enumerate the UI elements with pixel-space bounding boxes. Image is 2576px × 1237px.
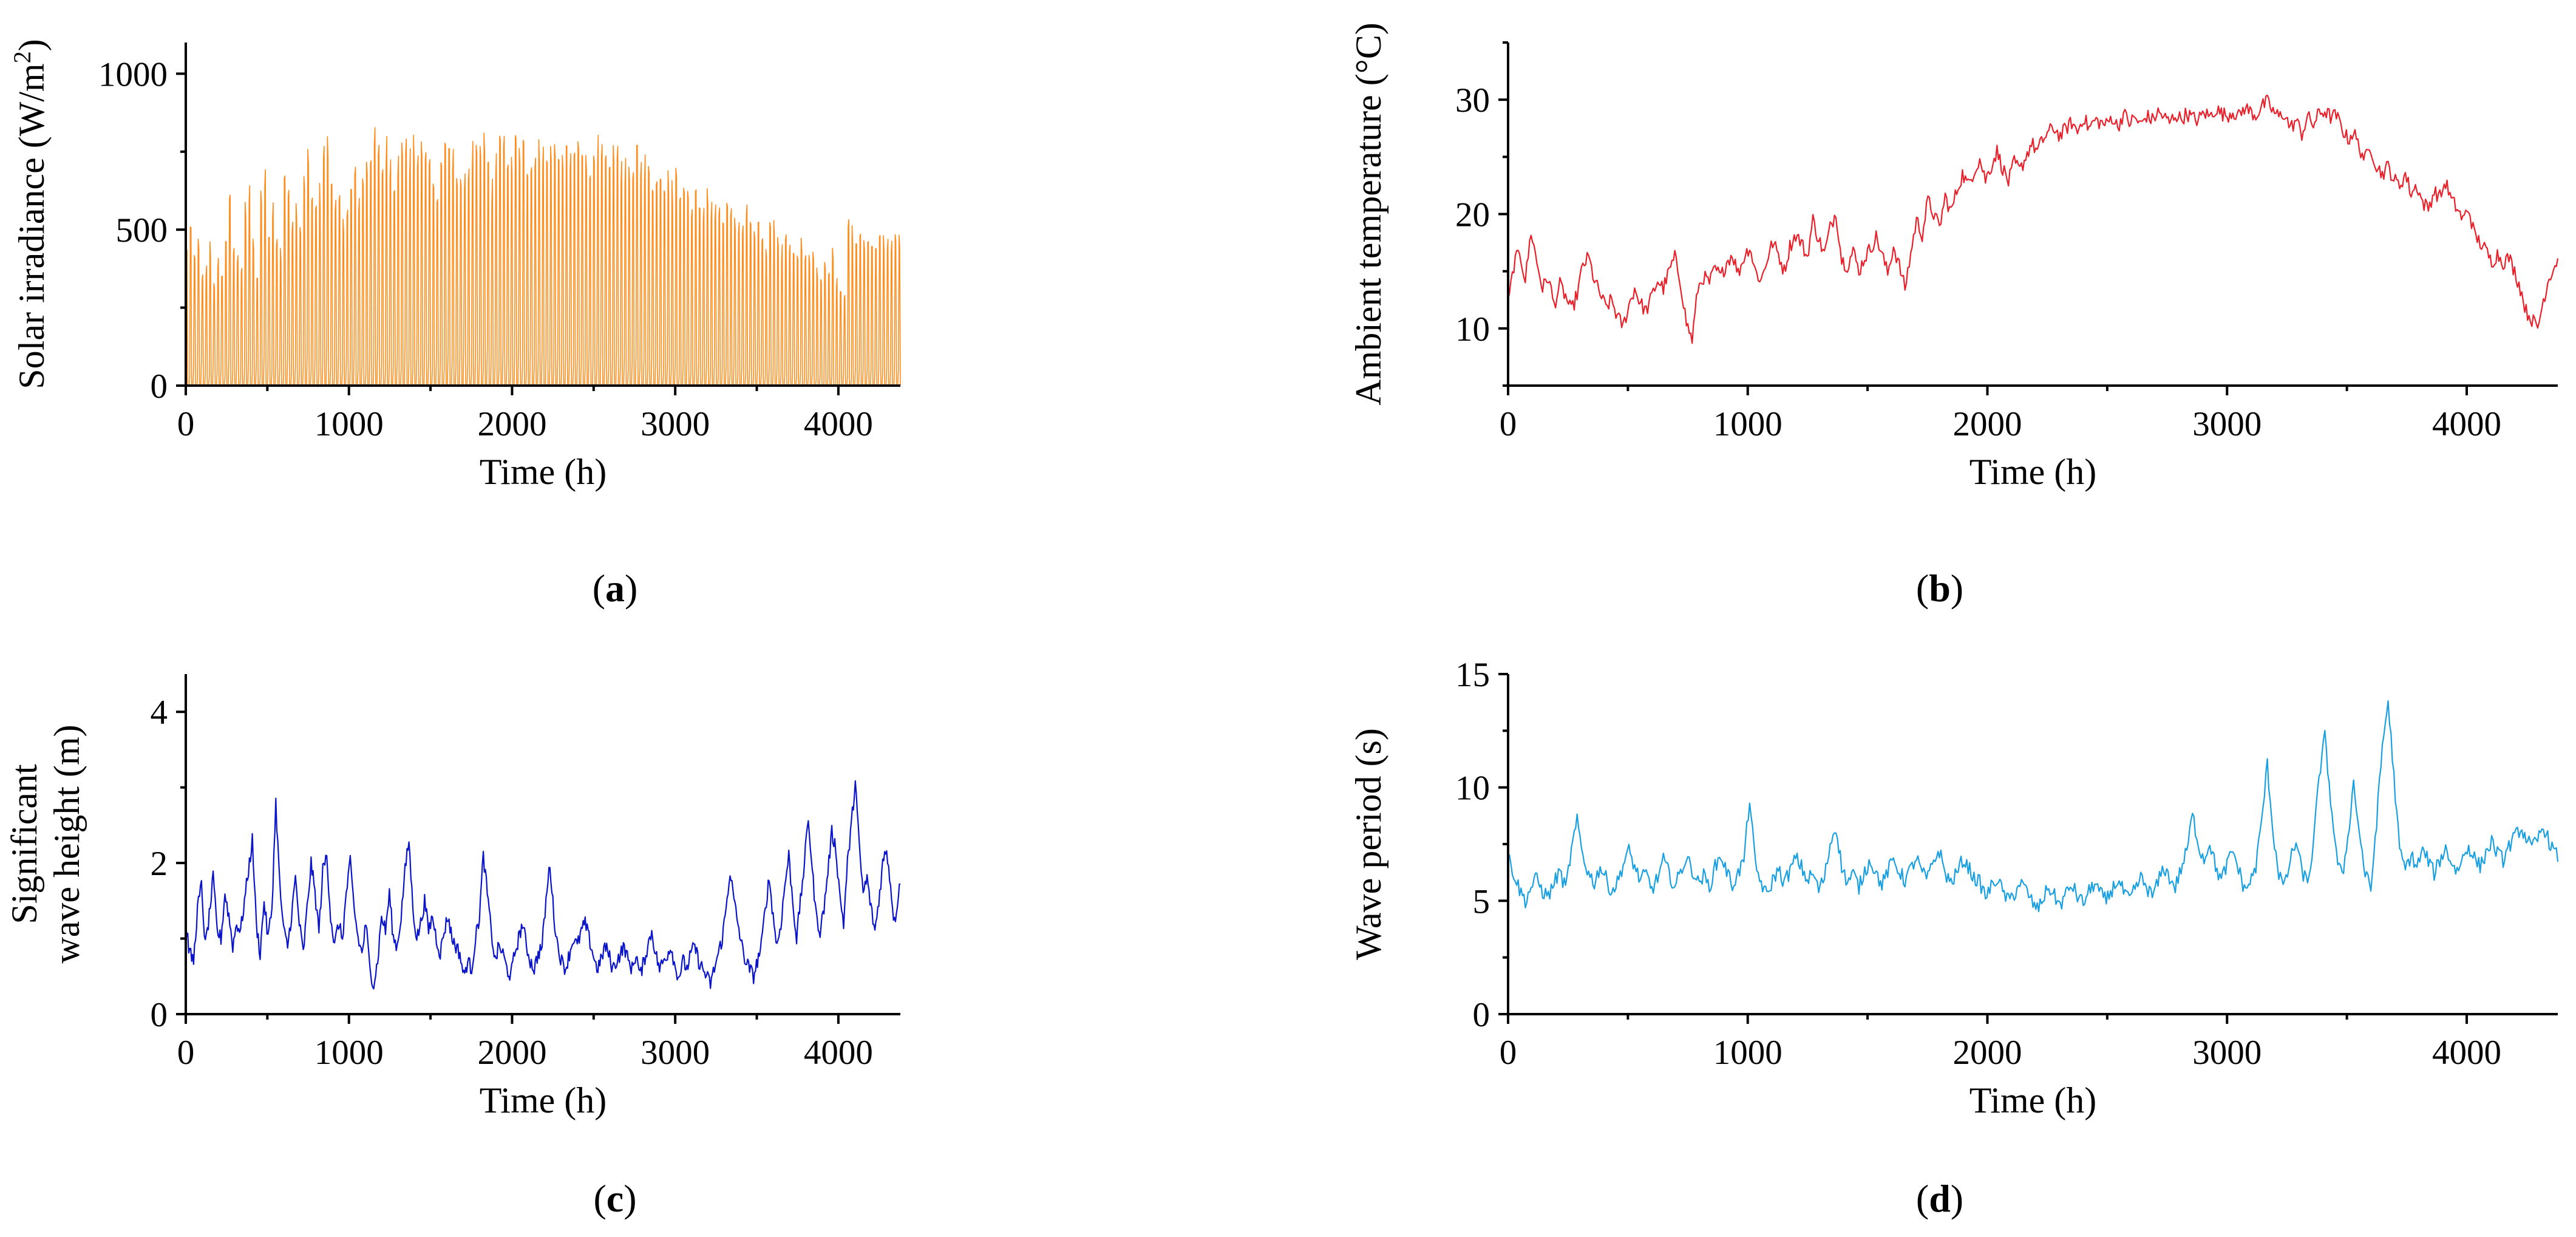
x-axis-label-c: Time (h) — [480, 1080, 607, 1120]
x-axis-label-d: Time (h) — [1969, 1080, 2096, 1120]
y-axis-label-c: Significant — [4, 764, 44, 924]
panel-caption-a: (a) — [593, 567, 638, 610]
y-axis-label-d: Wave period (s) — [1348, 728, 1388, 960]
y-tick-label-d: 10 — [1455, 769, 1490, 808]
x-tick-label-a: 3000 — [641, 405, 710, 443]
x-tick-label-d: 3000 — [2192, 1034, 2262, 1072]
y-tick-label-b: 30 — [1455, 81, 1490, 120]
x-tick-label-c: 1000 — [314, 1034, 384, 1072]
series-line-a — [185, 127, 901, 386]
x-tick-label-c: 0 — [177, 1034, 195, 1072]
y-tick-label-c: 0 — [151, 996, 168, 1034]
panel-caption-d: (d) — [1916, 1177, 1963, 1220]
panel-caption-b: (b) — [1916, 567, 1963, 610]
y-axis-label-a: Solar irradiance (W/m2) — [8, 39, 52, 389]
series-line-d — [1507, 700, 2559, 913]
x-tick-label-c: 3000 — [641, 1034, 710, 1072]
y-tick-label-d: 5 — [1473, 882, 1490, 921]
panel-a: 0 1000 2000 3000 4000 0 500 1000 Time (h) Solar i… — [8, 39, 901, 610]
x-tick-label-b: 3000 — [2192, 405, 2262, 443]
y-axis-label-c-line2: wave height (m) — [47, 724, 87, 963]
x-tick-label-a: 4000 — [804, 405, 873, 443]
x-tick-label-c: 4000 — [804, 1034, 873, 1072]
panel-caption-c: (c) — [593, 1177, 636, 1220]
y-tick-label-a: 0 — [151, 367, 168, 406]
x-tick-label-a: 1000 — [314, 405, 384, 443]
x-tick-label-a: 2000 — [477, 405, 546, 443]
x-tick-label-b: 1000 — [1713, 405, 1782, 443]
x-axis-label-a: Time (h) — [480, 452, 607, 492]
y-tick-label-a: 1000 — [98, 55, 168, 94]
x-tick-label-b: 2000 — [1952, 405, 2022, 443]
x-tick-label-d: 1000 — [1713, 1034, 1782, 1072]
y-tick-label-d: 0 — [1473, 996, 1490, 1034]
y-axis-label-b: Ambient temperature (°C) — [1348, 22, 1388, 405]
series-line-c — [185, 780, 901, 990]
series-line-b — [1507, 94, 2559, 344]
x-tick-label-b: 4000 — [2432, 405, 2501, 443]
y-tick-label-d: 15 — [1455, 656, 1490, 694]
x-tick-label-b: 0 — [1500, 405, 1517, 443]
y-tick-label-b: 10 — [1455, 310, 1490, 349]
panel-d: 0 1000 2000 3000 4000 0 5 10 15 Time (h) Wave peri… — [1348, 656, 2559, 1220]
y-tick-label-b: 20 — [1455, 196, 1490, 234]
x-tick-label-d: 4000 — [2432, 1034, 2501, 1072]
y-tick-label-c: 2 — [151, 845, 168, 883]
x-tick-label-d: 2000 — [1952, 1034, 2022, 1072]
y-tick-label-c: 4 — [151, 693, 168, 732]
panel-c: 0 1000 2000 3000 4000 0 2 4 Time (h) Significant w… — [4, 674, 901, 1220]
x-tick-label-a: 0 — [177, 405, 195, 443]
panel-b: 0 1000 2000 3000 4000 10 20 30 Time (h) Ambient t… — [1348, 22, 2559, 610]
y-tick-label-a: 500 — [116, 211, 168, 250]
x-axis-label-b: Time (h) — [1969, 452, 2096, 492]
x-tick-label-d: 0 — [1500, 1034, 1517, 1072]
x-tick-label-c: 2000 — [477, 1034, 546, 1072]
